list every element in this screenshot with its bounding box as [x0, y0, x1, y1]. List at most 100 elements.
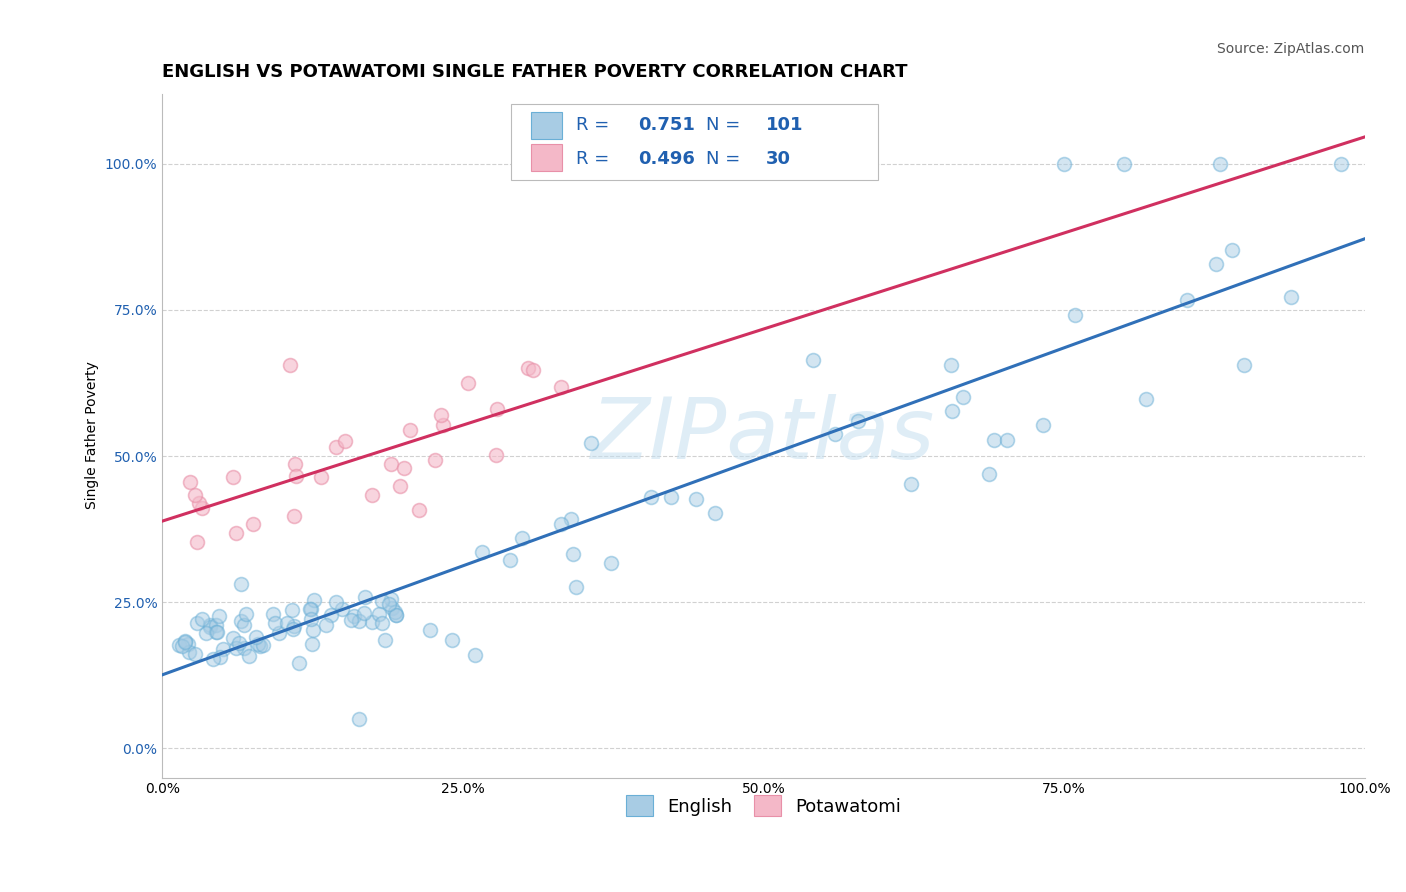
Point — [302, 592, 325, 607]
Point — [1135, 392, 1157, 406]
Point — [564, 580, 586, 594]
Text: Source: ZipAtlas.com: Source: ZipAtlas.com — [1218, 42, 1365, 56]
Point — [361, 615, 384, 629]
Point — [319, 608, 342, 623]
Text: N =: N = — [706, 116, 745, 135]
Point — [278, 359, 301, 373]
Point — [267, 626, 290, 640]
Point — [264, 615, 287, 630]
Point — [353, 590, 375, 604]
Point — [952, 391, 974, 405]
Point — [283, 622, 305, 636]
Point — [640, 490, 662, 504]
Point — [222, 470, 245, 484]
Point — [186, 535, 208, 549]
Point — [330, 602, 353, 616]
Point — [385, 608, 408, 623]
Point — [1233, 359, 1256, 373]
Point — [846, 414, 869, 428]
FancyBboxPatch shape — [531, 112, 561, 139]
Point — [995, 433, 1018, 447]
Point — [229, 576, 252, 591]
Point — [803, 353, 825, 368]
Point — [1330, 157, 1353, 171]
Point — [371, 594, 394, 608]
FancyBboxPatch shape — [531, 144, 561, 171]
Point — [176, 637, 198, 651]
Point — [283, 619, 305, 633]
Point — [281, 603, 304, 617]
Point — [388, 479, 411, 493]
Point — [347, 614, 370, 628]
Point — [245, 630, 267, 644]
Point — [432, 418, 454, 433]
Point — [510, 531, 533, 545]
Point — [408, 503, 430, 517]
Point — [205, 625, 228, 640]
Point — [392, 461, 415, 475]
Point — [229, 614, 252, 628]
Point — [340, 613, 363, 627]
Point — [309, 470, 332, 484]
Point — [579, 436, 602, 450]
Point — [242, 516, 264, 531]
Point — [208, 608, 231, 623]
Point — [299, 612, 322, 626]
Point — [335, 434, 357, 449]
Point — [252, 638, 274, 652]
Point — [233, 618, 256, 632]
Point — [186, 615, 208, 630]
Point — [249, 640, 271, 654]
Point — [1053, 157, 1076, 171]
Point — [212, 641, 235, 656]
Point — [371, 616, 394, 631]
Point — [562, 547, 585, 561]
Point — [385, 607, 408, 622]
Point — [522, 362, 544, 376]
Point — [499, 553, 522, 567]
Y-axis label: Single Father Poverty: Single Father Poverty — [86, 361, 100, 509]
Text: N =: N = — [706, 150, 745, 168]
Point — [343, 609, 366, 624]
Point — [485, 401, 508, 416]
Text: ENGLISH VS POTAWATOMI SINGLE FATHER POVERTY CORRELATION CHART: ENGLISH VS POTAWATOMI SINGLE FATHER POVE… — [162, 62, 908, 81]
Point — [198, 619, 221, 633]
Point — [232, 640, 254, 655]
Point — [262, 607, 284, 621]
Point — [1220, 243, 1243, 257]
Point — [179, 475, 201, 490]
Point — [685, 491, 707, 506]
Point — [423, 453, 446, 467]
Legend: English, Potawatomi: English, Potawatomi — [619, 788, 908, 823]
Point — [276, 616, 298, 631]
Point — [205, 617, 228, 632]
Point — [284, 457, 307, 471]
Point — [457, 376, 479, 390]
Point — [361, 488, 384, 502]
Point — [398, 423, 420, 437]
Point — [941, 404, 963, 418]
Point — [205, 624, 228, 639]
Point — [1175, 293, 1198, 307]
Point — [202, 652, 225, 666]
Point — [659, 490, 682, 504]
Point — [225, 526, 247, 541]
Text: 0.496: 0.496 — [638, 150, 696, 168]
Point — [824, 427, 846, 442]
Point — [550, 517, 572, 532]
Point — [228, 636, 250, 650]
Point — [179, 645, 201, 659]
Point — [516, 360, 538, 375]
Point — [315, 618, 337, 632]
Point — [464, 648, 486, 663]
Text: ZIPatlas: ZIPatlas — [592, 394, 935, 477]
Point — [173, 634, 195, 648]
Point — [380, 457, 402, 471]
Point — [485, 448, 508, 462]
Point — [288, 656, 311, 670]
Point — [238, 649, 260, 664]
Point — [167, 638, 190, 652]
Text: R =: R = — [576, 150, 614, 168]
Point — [208, 649, 231, 664]
Point — [1032, 417, 1054, 432]
